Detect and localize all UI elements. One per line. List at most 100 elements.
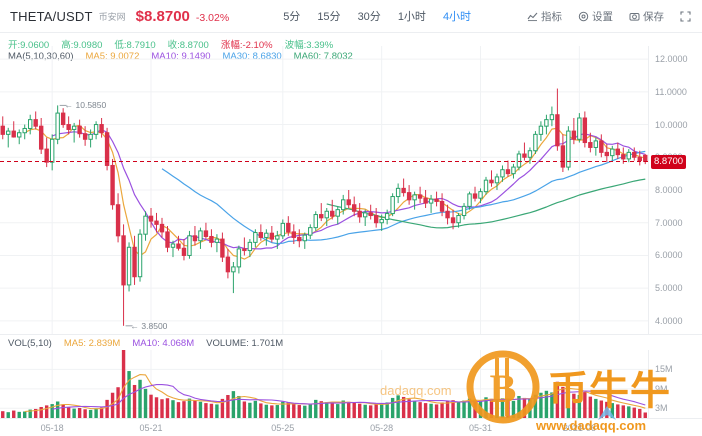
save-button[interactable]: 保存 — [629, 9, 664, 24]
volume-bar — [616, 404, 620, 418]
volume-chart[interactable] — [0, 350, 648, 418]
candle — [560, 134, 566, 172]
candle — [236, 245, 242, 274]
volume-bar — [281, 401, 285, 418]
volume-bar — [292, 404, 296, 418]
volume-bar — [275, 405, 280, 418]
volume-bar — [314, 399, 318, 418]
settings-button[interactable]: 设置 — [578, 9, 613, 24]
volume-bar — [506, 399, 510, 418]
candle — [115, 193, 121, 243]
volume-bar — [462, 400, 466, 418]
candle — [225, 248, 231, 279]
volume-bar — [374, 404, 378, 418]
volume-info-row: VOL(5,10) MA5: 2.839M MA10: 4.068M VOLUM… — [8, 338, 283, 349]
volume-bar — [55, 401, 60, 418]
candle — [44, 137, 49, 168]
candle — [368, 204, 373, 220]
volume-bar — [105, 399, 109, 418]
volume-bar — [6, 412, 10, 418]
candle — [362, 209, 368, 226]
volume-bar — [429, 403, 433, 418]
time-tick-label: 05-21 — [139, 423, 163, 433]
amplitude-value: 波幅:3.39% — [284, 40, 334, 51]
volume-bar — [500, 398, 505, 418]
volume-bar — [561, 386, 565, 418]
volume-bar — [643, 412, 647, 418]
volume-bar — [176, 402, 181, 418]
volume-bar — [434, 404, 439, 418]
volume-bar — [264, 404, 269, 418]
volume-bar — [627, 406, 631, 418]
volume-bar — [539, 392, 543, 418]
candle — [406, 185, 412, 205]
candle — [66, 116, 71, 135]
candle — [33, 111, 38, 130]
indicator-icon — [527, 12, 538, 21]
candle — [516, 150, 522, 171]
candle — [88, 129, 93, 148]
timeframe-3[interactable]: 1小时 — [397, 11, 426, 23]
volume-bar — [594, 398, 598, 418]
volume-bar — [363, 404, 367, 418]
candle — [11, 121, 16, 138]
last-price: $8.8700 — [135, 7, 190, 25]
volume-bar — [165, 398, 170, 418]
volume-bar — [445, 401, 450, 418]
price-tick-label: 5.0000 — [655, 283, 683, 294]
volume-bar — [440, 402, 444, 418]
candle — [264, 229, 269, 246]
candle — [445, 204, 450, 225]
candle — [99, 118, 104, 138]
volume-bar — [550, 392, 554, 418]
candle — [302, 232, 307, 249]
volume-bar — [242, 401, 247, 418]
candle — [203, 222, 209, 240]
app-header: THETA/USDT 币安网 $8.8700 -3.02% 5分 15分 30分 1小… — [0, 0, 702, 33]
ma5-value: MA5: 9.0072 — [85, 51, 140, 62]
candle — [308, 224, 313, 240]
indicator-button[interactable]: 指标 — [527, 9, 562, 24]
volume-bar — [347, 401, 351, 418]
candle — [511, 163, 516, 179]
volume-bar — [215, 404, 219, 418]
candle — [55, 105, 60, 145]
time-axis: 05-18 05-21 05-25 05-28 05-31 2021-06 — [0, 419, 702, 436]
timeframe-4[interactable]: 4小时 — [442, 11, 472, 23]
candle — [341, 194, 346, 215]
volume-ma-line-5 — [24, 374, 646, 413]
candle — [467, 191, 472, 210]
candle — [209, 229, 214, 248]
candle — [615, 142, 620, 159]
volume-bar — [44, 405, 49, 418]
price-change: -3.02% — [195, 11, 230, 24]
candle — [6, 127, 11, 148]
candle — [533, 131, 538, 154]
candle — [143, 211, 148, 241]
candle — [571, 118, 577, 145]
save-icon — [629, 12, 640, 21]
candle — [478, 188, 483, 204]
volume-bar — [50, 404, 54, 418]
timeframe-0[interactable]: 5分 — [283, 11, 301, 23]
volume-ma-line-10 — [52, 384, 646, 410]
candle — [77, 119, 82, 138]
volume-bar — [220, 398, 225, 418]
volume-bar — [270, 405, 274, 418]
timeframe-switcher[interactable]: 5分 15分 30分 1小时 4小时 — [283, 8, 471, 24]
price-chart[interactable] — [0, 46, 648, 334]
fullscreen-button[interactable] — [680, 10, 691, 22]
candle — [544, 114, 549, 135]
candle — [269, 226, 275, 243]
volume-bar — [308, 403, 312, 418]
timeframe-1[interactable]: 15分 — [317, 11, 341, 23]
volume-bar — [231, 391, 236, 418]
candle — [148, 208, 154, 228]
volume-bar — [204, 403, 208, 418]
candle — [489, 170, 494, 187]
settings-label: 设置 — [592, 10, 613, 23]
candle — [313, 211, 318, 231]
candle — [137, 229, 143, 282]
volume-bar — [352, 402, 356, 418]
timeframe-2[interactable]: 30分 — [357, 11, 381, 23]
